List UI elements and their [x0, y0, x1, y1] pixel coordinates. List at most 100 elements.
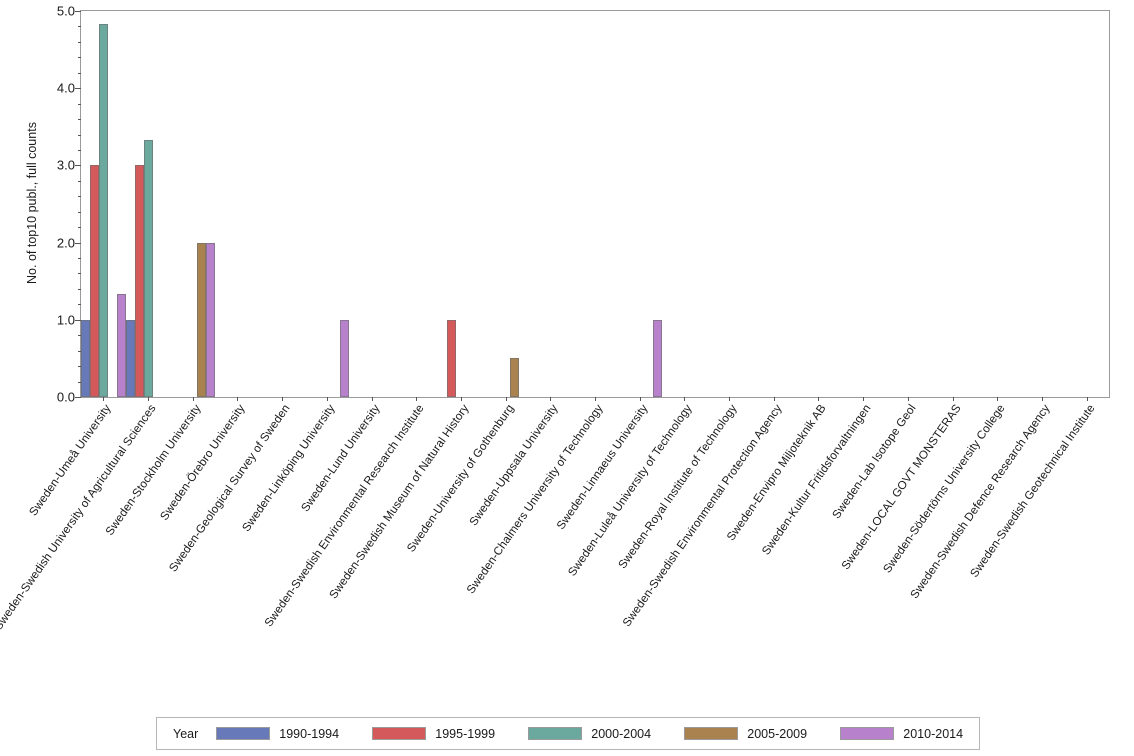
legend: Year 1990-1994 1995-1999 2000-2004 2005-200…	[156, 717, 980, 750]
x-axis-tick-mark	[282, 397, 284, 401]
y-axis-tick-label: 5.0	[56, 3, 75, 19]
x-axis-tick-mark	[729, 397, 731, 401]
y-axis-minor-tick-mark	[77, 26, 81, 28]
y-axis-minor-tick-mark	[77, 227, 81, 229]
x-axis-tick-mark	[773, 397, 775, 401]
x-axis-tick-label: Sweden-Linnaeus University	[553, 402, 651, 532]
x-axis-tick-mark	[326, 397, 328, 401]
bar	[116, 294, 126, 397]
legend-label: 2000-2004	[591, 726, 652, 741]
x-axis-tick-label: Sweden-Örebro University	[158, 402, 249, 523]
x-axis-tick-mark	[371, 397, 373, 401]
x-axis-tick-mark	[416, 397, 418, 401]
bar	[80, 319, 90, 397]
y-axis-minor-tick-mark	[77, 72, 81, 74]
y-axis-tick-label: 1.0	[56, 312, 75, 328]
legend-label: 1995-1999	[435, 726, 496, 741]
legend-entry[interactable]: 2005-2009	[684, 727, 840, 741]
y-axis-minor-tick-mark	[77, 304, 81, 306]
x-axis-tick-mark	[595, 397, 596, 401]
x-axis-tick-mark	[684, 397, 686, 401]
legend-label: 2005-2009	[747, 726, 808, 741]
legend-title: Year	[173, 726, 199, 741]
plot-area: 0.0 1.0 2.0 3.0 4.0 5.0	[57, 4, 1110, 405]
y-axis-minor-tick-mark	[77, 366, 81, 368]
bar	[197, 242, 207, 397]
x-axis-tick-label: Sweden-Lab Isotope Geol	[829, 402, 919, 522]
bar	[340, 319, 350, 397]
y-axis-tick-mark	[75, 88, 81, 90]
y-axis-minor-tick-mark	[77, 288, 81, 290]
y-axis-label: No. of top10 publ., full counts	[25, 122, 39, 284]
y-axis-minor-tick-mark	[77, 103, 81, 105]
y-axis-minor-tick-mark	[77, 149, 81, 151]
legend-entry[interactable]: 1990-1994	[216, 727, 372, 741]
y-axis-minor-tick-mark	[77, 211, 81, 213]
x-axis-tick-label: Sweden-Uppsala University	[467, 402, 561, 529]
legend-entry[interactable]: 2010-2014	[840, 727, 996, 741]
legend-entry[interactable]: 1995-1999	[372, 727, 528, 741]
legend-swatch	[372, 727, 427, 740]
y-axis-minor-tick-mark	[77, 119, 81, 121]
legend-swatch	[840, 727, 895, 740]
y-axis-minor-tick-mark	[77, 350, 81, 352]
x-axis-tick-mark	[863, 397, 865, 401]
y-axis-minor-tick-mark	[77, 41, 81, 43]
bar	[510, 358, 520, 397]
x-axis-tick-label: Sweden-Umeå University	[27, 402, 114, 519]
y-axis-minor-tick-mark	[77, 196, 81, 198]
x-axis-tick-mark	[505, 397, 507, 401]
y-axis-tick-label: 4.0	[56, 80, 75, 96]
bar	[125, 319, 135, 397]
y-axis-minor-tick-mark	[77, 180, 81, 182]
x-axis-tick-mark	[1086, 397, 1088, 401]
x-axis-tick-label: Sweden-Swedish Environmental Research In…	[262, 402, 427, 630]
x-axis-tick-mark	[997, 397, 999, 401]
legend-swatch	[216, 727, 271, 740]
bar	[447, 319, 457, 397]
y-axis-minor-tick-mark	[77, 57, 81, 59]
x-axis-tick-mark	[907, 397, 909, 401]
x-axis-tick-label: Sweden-Swedish Environmental Protection …	[619, 402, 785, 630]
y-axis-minor-tick-mark	[77, 258, 81, 260]
x-axis-tick-mark	[952, 397, 954, 401]
x-axis-tick-mark	[192, 397, 194, 401]
y-axis-tick-label: 2.0	[56, 235, 75, 251]
x-axis-tick-mark	[818, 397, 820, 401]
legend-swatch	[684, 727, 739, 740]
x-axis-tick-mark	[639, 397, 641, 401]
bar	[89, 165, 99, 397]
legend-entries: 1990-1994 1995-1999 2000-2004 2005-2009 2010…	[216, 727, 996, 741]
x-axis-tick-label: Sweden-Lund University	[298, 402, 383, 515]
y-axis-minor-tick-mark	[77, 134, 81, 136]
x-axis-labels: Sweden-Umeå University Sweden-Swedish Uni…	[0, 398, 1110, 698]
legend-label: 1990-1994	[279, 726, 340, 741]
x-axis-tick-mark	[550, 397, 552, 401]
bar	[134, 165, 144, 397]
bar	[206, 242, 216, 397]
x-axis-tick-label: Sweden-Linköping University	[239, 402, 338, 535]
legend-swatch	[528, 727, 583, 740]
y-axis-minor-tick-mark	[77, 381, 81, 383]
y-axis-tick-mark	[75, 242, 81, 244]
x-axis-tick-mark	[237, 397, 239, 401]
y-axis-minor-tick-mark	[77, 273, 81, 275]
plot-inner: 0.0 1.0 2.0 3.0 4.0 5.0	[57, 4, 1109, 405]
x-axis-tick-mark	[103, 397, 105, 401]
y-axis-tick-mark	[75, 11, 81, 12]
y-axis-minor-tick-mark	[77, 335, 81, 337]
legend-entry[interactable]: 2000-2004	[528, 727, 684, 741]
y-axis-tick-mark	[75, 319, 81, 321]
bar	[143, 139, 153, 397]
x-axis-tick-mark	[460, 397, 462, 401]
y-axis-tick-label: 3.0	[56, 157, 75, 173]
y-axis-tick-label: 0.0	[56, 389, 75, 405]
y-axis-tick-mark	[75, 397, 81, 398]
y-axis-tick-mark	[75, 165, 81, 167]
legend-label: 2010-2014	[903, 726, 964, 741]
x-axis-tick-mark	[1041, 397, 1043, 401]
x-axis-tick-mark	[148, 397, 150, 401]
bar	[653, 319, 663, 397]
bar	[98, 24, 108, 397]
